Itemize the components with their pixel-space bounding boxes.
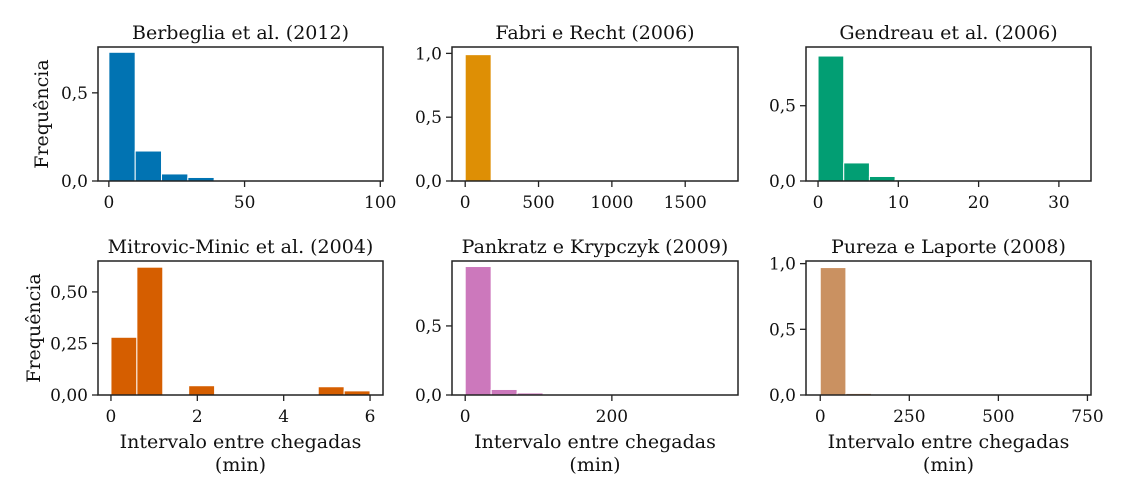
subplot-title: Pureza e Laporte (2008)	[831, 236, 1066, 258]
y-tick-label: 0,0	[415, 386, 442, 406]
y-tick-label: 0,5	[769, 320, 796, 340]
histogram-bar	[464, 266, 492, 396]
y-tick-label: 0,5	[415, 108, 442, 128]
y-tick-label: 0,5	[769, 97, 796, 117]
subplot-title: Gendreau et al. (2006)	[839, 22, 1057, 44]
histogram-bar	[188, 385, 216, 396]
y-tick-label: 0,0	[769, 172, 796, 192]
subplot-title: Mitrovic-Minic et al. (2004)	[108, 236, 374, 258]
x-tick-label: 500	[982, 407, 1014, 427]
histogram-bar	[134, 150, 163, 182]
y-tick-label: 0,5	[415, 317, 442, 337]
y-tick-label: 0,00	[50, 386, 88, 406]
y-tick-label: 0,0	[415, 172, 442, 192]
x-tick-label: 250	[893, 407, 925, 427]
subplot-title: Fabri e Recht (2006)	[495, 22, 694, 44]
x-tick-label: 50	[234, 193, 256, 213]
y-tick-label: 0,0	[769, 386, 796, 406]
subplot-4: 0 2 4 6 0,00 0,25 0,50 Mitrovic-Minic et al. (2…	[23, 236, 384, 476]
y-tick-label: 0,5	[61, 84, 88, 104]
subplot-1: 0 50 100 0,0 0,5 Berbeglia et al. (2012) Frequ…	[31, 22, 397, 213]
x-tick-label: 0	[460, 193, 471, 213]
subplot-2: 0 500 1000 1500 0,0 0,5 1,0 Fabri e Recht (2006…	[415, 22, 739, 213]
histogram-bar	[819, 267, 847, 396]
x-axis-label: Intervalo entre chegadas (min)	[120, 431, 362, 476]
y-axis-label: Frequência	[31, 59, 53, 168]
y-axis-label: Frequência	[23, 273, 45, 382]
axes-frame	[97, 46, 384, 182]
x-tick-label: 1500	[664, 193, 707, 213]
x-tick-label: 4	[278, 407, 289, 427]
histogram-bar	[136, 266, 164, 396]
x-tick-label: 500	[522, 193, 554, 213]
x-tick-label: 0	[460, 407, 471, 427]
subplot-6: 0 250 500 750 0,0 0,5 1,0 Pureza e Laporte (200…	[769, 236, 1104, 476]
y-tick-label: 1,0	[769, 255, 796, 275]
axes-frame	[97, 260, 384, 396]
subplot-5: 0 200 0,0 0,5 Pankratz e Krypczyk (2009) Inte…	[415, 236, 739, 476]
subplot-title: Pankratz e Krypczyk (2009)	[462, 236, 729, 258]
y-tick-label: 0,50	[50, 283, 88, 303]
histogram-bar	[464, 54, 492, 182]
y-tick-label: 0,25	[50, 334, 88, 354]
y-tick-label: 1,0	[415, 44, 442, 64]
x-tick-label: 30	[1048, 193, 1070, 213]
x-tick-label: 6	[365, 407, 376, 427]
axes-frame	[451, 260, 739, 396]
histogram-bar	[110, 336, 138, 396]
x-axis-label: Intervalo entre chegadas (min)	[474, 431, 716, 476]
histogram-bar	[817, 55, 845, 182]
axes-frame	[805, 260, 1092, 396]
x-tick-label: 0	[813, 193, 824, 213]
x-tick-label: 2	[192, 407, 203, 427]
histogram-bar	[843, 162, 870, 182]
histogram-bar	[490, 388, 518, 396]
x-tick-label: 0	[106, 407, 117, 427]
histogram-bar	[317, 386, 345, 396]
histogram-bar	[108, 51, 136, 182]
x-tick-label: 1000	[590, 193, 633, 213]
subplot-title: Berbeglia et al. (2012)	[132, 22, 349, 44]
x-tick-label: 20	[968, 193, 990, 213]
x-tick-label: 100	[364, 193, 396, 213]
subplot-3: 0 10 20 30 0,0 0,5 Gendreau et al. (2006)	[769, 22, 1092, 213]
x-tick-label: 0	[103, 193, 114, 213]
y-tick-label: 0,0	[61, 172, 88, 192]
axes-frame	[805, 46, 1092, 182]
x-axis-label: Intervalo entre chegadas (min)	[828, 431, 1070, 476]
x-tick-label: 200	[596, 407, 628, 427]
x-tick-label: 750	[1071, 407, 1103, 427]
x-tick-label: 0	[815, 407, 826, 427]
axes-frame	[451, 46, 739, 182]
x-tick-label: 10	[888, 193, 910, 213]
histogram-bar	[161, 173, 189, 182]
